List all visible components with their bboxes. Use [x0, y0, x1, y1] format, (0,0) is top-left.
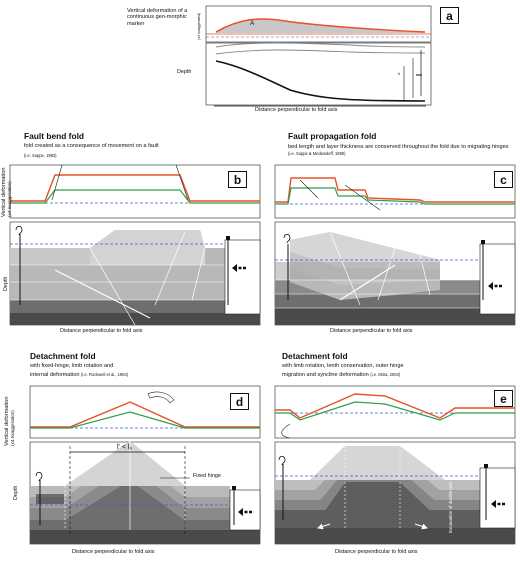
panel-a-x-axis-label: Distance perpendicular to fold axis — [255, 107, 338, 113]
panel-e-x-axis-label: Distance perpendicular to fold axis — [335, 549, 418, 555]
panel-c-subtitle: bed length and layer thickness are conse… — [288, 144, 509, 156]
panel-d-subtitle-2: internal deformation (i.e. Rockwell et a… — [30, 372, 129, 378]
panel-e-profile-plot — [274, 385, 516, 439]
panel-a-vertical-label: Vertical deformation of a continuous geo… — [127, 8, 188, 27]
panel-b-title: Fault bend fold — [24, 131, 85, 141]
panel-e-citation: (i.e. Mitra, 2003) — [370, 372, 401, 377]
panel-e-subtitle-2: migration and syncline deformation (i.e.… — [282, 372, 401, 378]
panel-d-subtitle-1: with fixed-hinge, limb rotation and — [30, 363, 114, 369]
panel-a-h-label: h — [398, 71, 401, 76]
panel-d-length-label: l' < l₀ — [117, 444, 133, 451]
panel-d-x-axis-label: Distance perpendicular to fold axis — [72, 549, 155, 555]
panel-c-citation: (i.e. Suppe & Medwedeff, 1990) — [288, 150, 346, 156]
panel-b-depth-label: Depth — [3, 276, 9, 291]
panel-d-profile-plot — [29, 385, 261, 439]
panel-a-letter: a — [440, 7, 459, 24]
panel-b-cross-section — [9, 221, 261, 326]
panel-a-profile-plot — [205, 5, 432, 43]
exaggeration-label-lower: (x4 exaggeration) — [10, 410, 15, 446]
panel-d-letter: d — [230, 393, 249, 410]
panel-a-depth-section — [205, 42, 432, 107]
panel-a-exaggeration-note: (x4 exaggerated) — [197, 12, 201, 40]
panel-d-title: Detachment fold — [30, 351, 96, 361]
panel-b-x-axis-label: Distance perpendicular to fold axis — [60, 328, 143, 334]
panel-c-profile-plot — [274, 164, 516, 219]
panel-b-letter: b — [228, 171, 247, 188]
panel-c-cross-section — [274, 221, 516, 326]
panel-b-subtitle: fold created as a consequence of movemen… — [24, 143, 159, 149]
panel-a-area-label: A — [250, 20, 255, 27]
panel-e-excavation-label: Excavation of ductile unit — [448, 482, 453, 533]
panel-e-cross-section — [274, 441, 516, 545]
exaggeration-label-upper: (x4 exaggeration) — [7, 181, 12, 217]
panel-c-title: Fault propagation fold — [288, 131, 377, 141]
panel-b-profile-plot — [9, 164, 261, 219]
panel-d-cross-section — [29, 441, 261, 545]
panel-b-citation: (i.e. Suppe, 1983) — [24, 153, 57, 158]
panel-d-depth-label: Depth — [13, 485, 19, 500]
panel-c-letter: c — [494, 171, 513, 188]
panel-e-letter: e — [494, 390, 513, 407]
panel-d-hinge-label: Fixed hinge — [193, 473, 221, 479]
panel-e-title: Detachment fold — [282, 351, 348, 361]
panel-d-citation: (i.e. Rockwell et al., 1984) — [81, 372, 129, 377]
panel-a-depth-label: Depth — [177, 69, 192, 75]
panel-c-x-axis-label: Distance perpendicular to fold axis — [330, 328, 413, 334]
panel-e-subtitle-1: with limb rotation, lenth conservation, … — [282, 363, 404, 369]
